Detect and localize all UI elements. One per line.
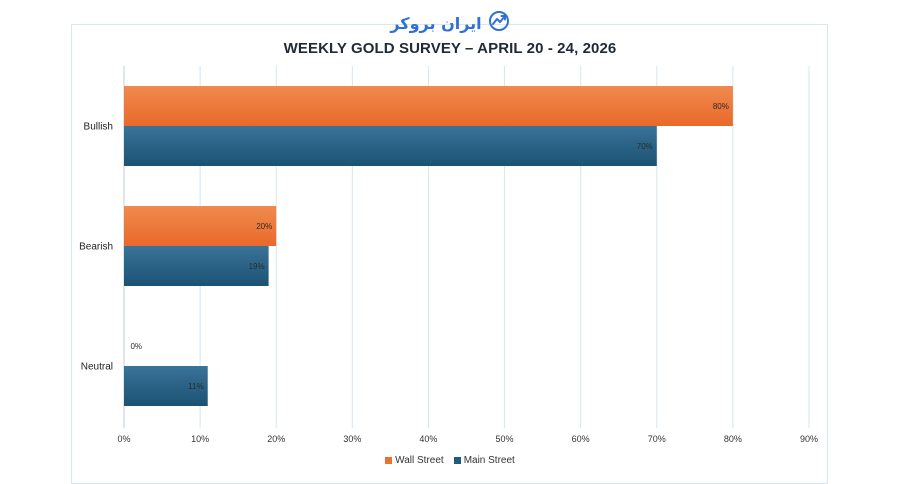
legend-label-wall-street: Wall Street (395, 455, 444, 466)
x-tick-label: 90% (800, 434, 818, 444)
x-tick-label: 80% (724, 434, 742, 444)
x-tick-label: 60% (572, 434, 590, 444)
x-tick-label: 0% (117, 434, 130, 444)
legend-swatch-wall-street (385, 457, 393, 464)
chart-legend: Wall Street Main Street (0, 455, 900, 466)
chart-trend-icon (488, 10, 510, 37)
bar-chart: 0% 10% 20% 30% 40% 50% 60% 70% 80% 90% Bullish Bear… (79, 66, 818, 444)
data-label: 0% (130, 342, 142, 351)
bar-wall-street (124, 86, 733, 126)
data-label: 70% (637, 142, 653, 151)
x-tick-label: 10% (191, 434, 209, 444)
legend-label-main-street: Main Street (463, 455, 515, 466)
data-label: 19% (249, 262, 265, 271)
bar-wall-street (124, 206, 277, 246)
x-tick-label: 30% (343, 434, 361, 444)
x-tick-label: 70% (648, 434, 666, 444)
bar-main-street (124, 366, 208, 406)
x-tick-label: 40% (419, 434, 437, 444)
data-label: 11% (188, 382, 203, 391)
x-tick-label: 50% (496, 434, 514, 444)
legend-swatch-main-street (453, 457, 461, 464)
brand-name: ایران بروکر (390, 13, 482, 33)
legend-item-wall-street: Wall Street (385, 455, 444, 466)
data-label: 80% (713, 102, 729, 111)
category-label: Neutral (81, 362, 113, 373)
bar-main-street (124, 126, 657, 166)
x-tick-label: 20% (267, 434, 285, 444)
category-label: Bullish (84, 122, 113, 133)
legend-item-main-street: Main Street (453, 455, 515, 466)
data-label: 20% (256, 222, 272, 231)
category-label: Bearish (79, 242, 113, 253)
bar-main-street (124, 246, 269, 286)
brand-header: ایران بروکر (0, 10, 900, 36)
chart-title: WEEKLY GOLD SURVEY – APRIL 20 - 24, 2026 (283, 40, 617, 57)
